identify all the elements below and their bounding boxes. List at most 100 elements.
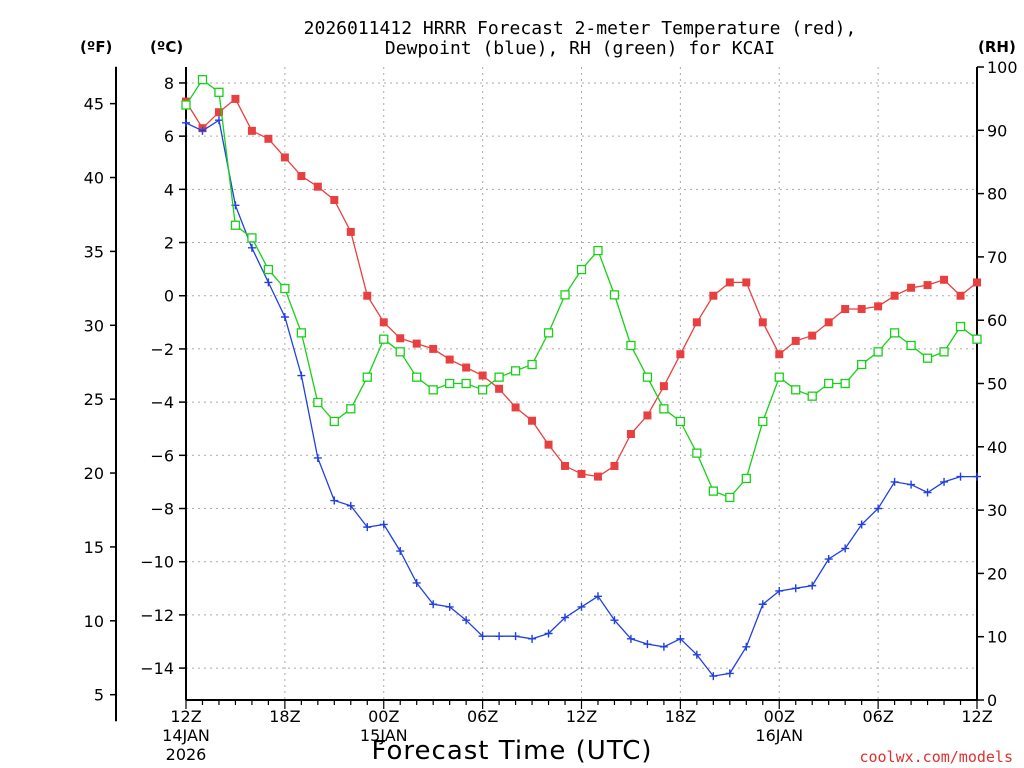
temperature-line: [185, 97, 978, 478]
rh-point: [494, 372, 504, 382]
temperature-point: [363, 291, 372, 300]
temperature-point: [824, 318, 833, 327]
dewpoint-point: [676, 634, 685, 643]
rh-point: [807, 391, 817, 401]
rh-point: [428, 385, 438, 395]
rh-point: [659, 404, 669, 414]
rh-tick-label: 90: [987, 121, 1007, 140]
rh-point: [741, 473, 751, 484]
celsius-tick-label: −10: [140, 553, 174, 572]
axes: [110, 66, 984, 722]
dewpoint-point: [923, 488, 932, 497]
fahrenheit-tick-label: 25: [84, 390, 104, 409]
temperature-point: [412, 339, 421, 348]
dewpoint-point: [182, 118, 190, 127]
rh-tick-label: 20: [987, 564, 1007, 583]
rh-point: [346, 404, 356, 414]
celsius-tick-label: 2: [164, 234, 174, 253]
dewpoint-point: [478, 632, 487, 641]
unit-celsius-label: (ºC): [150, 38, 183, 56]
temperature-point: [346, 227, 355, 236]
temperature-point: [313, 182, 322, 191]
rh-point: [972, 334, 982, 344]
rh-point: [230, 220, 241, 230]
rh-point: [280, 283, 290, 294]
rh-tick-label: 0: [987, 691, 997, 710]
temperature-point: [610, 461, 619, 470]
x-tick-label: 18Z: [269, 707, 300, 726]
fahrenheit-tick-label: 20: [84, 464, 104, 483]
dewpoint-point: [280, 313, 289, 322]
rh-point: [181, 100, 191, 110]
rh-point: [543, 328, 554, 338]
dewpoint-point: [643, 640, 652, 649]
dewpoint-point: [462, 616, 471, 625]
dewpoint-point: [495, 632, 504, 641]
temperature-point: [659, 382, 668, 391]
x-tick-year-label: 2026: [166, 745, 207, 764]
dewpoint-point: [445, 602, 454, 611]
temperature-point: [676, 350, 685, 359]
dewpoint-point: [841, 544, 850, 553]
temperature-point: [379, 318, 388, 327]
celsius-tick-label: −8: [150, 500, 174, 519]
dewpoint-series: [182, 116, 981, 681]
temperature-point: [478, 371, 487, 380]
unit-rh-label: (RH): [978, 38, 1016, 56]
temperature-point: [297, 172, 306, 181]
rh-point: [824, 378, 834, 389]
chart-title-line2: Dewpoint (blue), RH (green) for KCAI: [385, 38, 775, 59]
dewpoint-point: [709, 672, 718, 681]
x-tick-label: 12Z: [961, 707, 992, 726]
dewpoint-point: [725, 669, 734, 678]
temperature-point: [495, 384, 504, 393]
tick-labels: 86420−2−4−6−8−10−12−14454035302520151051…: [84, 58, 1018, 764]
dewpoint-point: [907, 480, 916, 489]
dewpoint-point: [577, 602, 586, 611]
rh-point: [477, 385, 488, 395]
temperature-point: [907, 283, 916, 292]
dewpoint-point: [791, 584, 800, 593]
rh-tick-label: 70: [987, 248, 1007, 267]
temperature-point: [264, 134, 273, 143]
temperature-point: [742, 278, 751, 287]
rh-point: [362, 372, 372, 382]
temperature-point: [280, 153, 289, 162]
rh-point: [626, 340, 636, 351]
x-tick-label: 06Z: [467, 707, 498, 726]
fahrenheit-tick-label: 30: [84, 316, 104, 335]
data-series: [181, 75, 982, 681]
rh-point: [527, 359, 537, 370]
temperature-point: [808, 331, 817, 340]
rh-point: [791, 385, 801, 395]
x-tick-label: 12Z: [170, 707, 201, 726]
rh-tick-label: 10: [987, 628, 1007, 647]
temperature-point: [890, 291, 899, 300]
dewpoint-point: [808, 581, 817, 590]
fahrenheit-tick-label: 35: [84, 242, 104, 261]
dewpoint-point: [297, 371, 306, 380]
rh-point: [955, 321, 966, 332]
temperature-point: [445, 355, 454, 364]
rh-point: [395, 347, 405, 357]
temperature-point: [973, 278, 981, 287]
rh-point: [889, 328, 900, 338]
unit-fahrenheit-label: (ºF): [80, 38, 112, 56]
fahrenheit-tick-label: 10: [84, 612, 104, 631]
dewpoint-point: [363, 523, 372, 532]
x-tick-label: 18Z: [665, 707, 696, 726]
temperature-point: [791, 336, 800, 345]
celsius-tick-label: −12: [140, 606, 174, 625]
fahrenheit-tick-label: 40: [84, 169, 104, 188]
dewpoint-point: [758, 600, 767, 609]
temperature-point: [874, 302, 883, 311]
dewpoint-point: [940, 477, 949, 486]
dewpoint-point: [198, 126, 207, 135]
dewpoint-point: [412, 578, 421, 587]
celsius-tick-label: −14: [140, 659, 174, 678]
temperature-point: [462, 363, 471, 372]
rh-series: [181, 75, 982, 503]
rh-point: [840, 378, 850, 389]
temperature-point: [511, 403, 520, 412]
